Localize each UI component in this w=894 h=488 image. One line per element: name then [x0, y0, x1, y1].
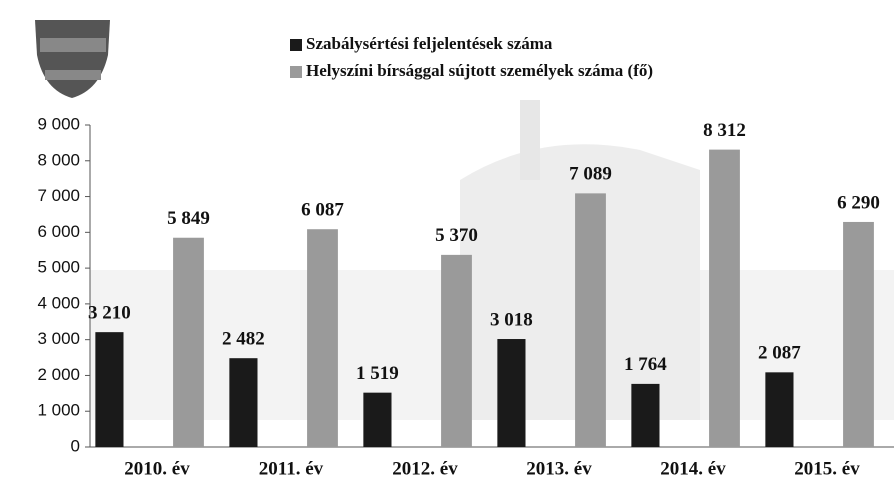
y-tick-label: 9 000 [37, 114, 80, 133]
legend-swatch [290, 39, 302, 51]
x-tick-label: 2015. év [794, 458, 860, 479]
logo [35, 20, 110, 98]
bar [173, 238, 204, 447]
bar [307, 229, 338, 447]
bar [95, 332, 123, 447]
bar [575, 193, 606, 447]
y-tick-label: 5 000 [37, 258, 80, 277]
value-label: 3 210 [88, 303, 131, 324]
y-tick-label: 2 000 [37, 365, 80, 384]
background-art [90, 100, 894, 420]
y-tick-label: 3 000 [37, 329, 80, 348]
bar [709, 150, 740, 447]
value-label: 2 087 [758, 343, 801, 364]
bar [363, 393, 391, 447]
x-tick-label: 2012. év [392, 458, 458, 479]
value-label: 2 482 [222, 329, 265, 350]
bar [843, 222, 874, 447]
bar [441, 255, 472, 447]
x-tick-label: 2014. év [660, 458, 726, 479]
y-tick-label: 6 000 [37, 222, 80, 241]
value-label: 3 018 [490, 309, 533, 330]
value-label: 5 370 [435, 225, 478, 246]
bar [631, 384, 659, 447]
value-label: 1 519 [356, 363, 399, 384]
value-label: 5 849 [167, 208, 210, 229]
y-tick-label: 7 000 [37, 186, 80, 205]
y-tick-label: 0 [71, 436, 80, 455]
value-label: 7 089 [569, 164, 612, 185]
y-tick-label: 4 000 [37, 293, 80, 312]
x-tick-label: 2011. év [259, 458, 324, 479]
value-label: 1 764 [624, 354, 667, 375]
bar [765, 372, 793, 447]
value-label: 6 087 [301, 200, 344, 221]
bar [497, 339, 525, 447]
value-label: 8 312 [703, 120, 746, 141]
x-tick-label: 2013. év [526, 458, 592, 479]
y-tick-label: 8 000 [37, 150, 80, 169]
y-tick-label: 1 000 [37, 401, 80, 420]
legend-label: Szabálysértési feljelentések száma [306, 34, 553, 53]
chart: 0 1 000 2 000 3 000 4 000 5 000 6 000 7 000 8 00… [0, 0, 894, 488]
legend-label: Helyszíni bírsággal sújtott személyek sz… [306, 61, 653, 80]
x-tick-label: 2010. év [124, 458, 190, 479]
bar [229, 358, 257, 447]
legend-swatch [290, 66, 302, 78]
value-label: 6 290 [837, 192, 880, 213]
